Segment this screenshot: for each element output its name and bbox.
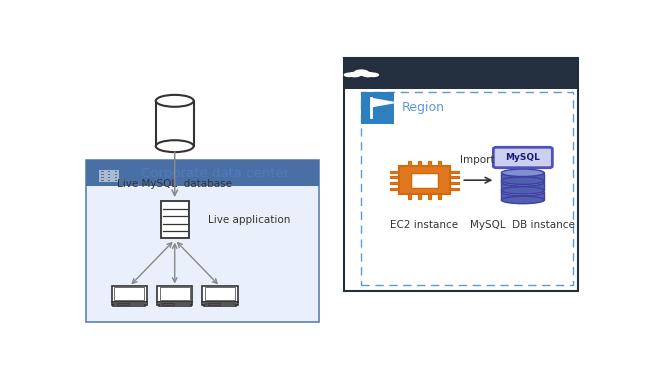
Bar: [408, 161, 411, 166]
Bar: [450, 182, 459, 184]
Text: AWS Cloud: AWS Cloud: [430, 67, 505, 81]
Ellipse shape: [501, 177, 544, 184]
Bar: [101, 180, 104, 181]
Bar: [408, 194, 411, 199]
Text: MySQL: MySQL: [505, 153, 540, 162]
Ellipse shape: [348, 72, 361, 77]
Bar: [157, 302, 193, 305]
Bar: [101, 174, 104, 175]
Bar: [115, 177, 117, 178]
Bar: [428, 161, 431, 166]
Bar: [161, 201, 189, 238]
Bar: [202, 286, 238, 302]
Bar: [117, 303, 129, 305]
Bar: [112, 286, 147, 302]
Bar: [115, 174, 117, 175]
Bar: [450, 176, 459, 178]
FancyBboxPatch shape: [361, 92, 395, 124]
Bar: [157, 286, 193, 302]
Bar: [108, 177, 111, 178]
Bar: [501, 192, 544, 200]
Bar: [411, 173, 437, 188]
FancyBboxPatch shape: [493, 147, 552, 168]
Bar: [114, 287, 145, 300]
Text: Live application: Live application: [208, 215, 290, 225]
Bar: [450, 188, 459, 190]
Bar: [438, 161, 441, 166]
Bar: [390, 171, 399, 173]
Bar: [113, 304, 145, 307]
Text: Corporate data center: Corporate data center: [141, 167, 289, 180]
Bar: [204, 304, 236, 307]
Bar: [501, 183, 544, 190]
Bar: [399, 166, 450, 194]
Bar: [418, 194, 421, 199]
FancyBboxPatch shape: [344, 59, 578, 89]
Bar: [390, 182, 399, 184]
Bar: [159, 304, 191, 307]
Bar: [162, 303, 174, 305]
Bar: [112, 302, 147, 305]
Ellipse shape: [156, 140, 193, 152]
Ellipse shape: [368, 72, 379, 77]
Ellipse shape: [344, 72, 355, 77]
Bar: [115, 180, 117, 181]
Bar: [205, 287, 235, 300]
Text: MySQL  DB instance: MySQL DB instance: [471, 220, 575, 230]
Text: EC2 instance: EC2 instance: [391, 220, 458, 230]
Bar: [108, 171, 111, 172]
Ellipse shape: [501, 188, 544, 196]
Ellipse shape: [501, 179, 544, 186]
Bar: [390, 188, 399, 190]
Bar: [202, 302, 238, 305]
FancyBboxPatch shape: [87, 160, 318, 322]
Ellipse shape: [156, 95, 193, 107]
Ellipse shape: [501, 169, 544, 177]
Text: Region: Region: [402, 102, 445, 114]
Bar: [99, 170, 119, 182]
Bar: [159, 287, 190, 300]
Polygon shape: [372, 99, 395, 107]
Text: Live MySQL  database: Live MySQL database: [117, 179, 232, 189]
Bar: [115, 171, 117, 172]
Bar: [101, 171, 104, 172]
Bar: [450, 171, 459, 173]
Text: Import: Import: [460, 155, 495, 164]
Bar: [428, 194, 431, 199]
Ellipse shape: [501, 196, 544, 204]
Bar: [156, 101, 193, 146]
Bar: [390, 176, 399, 178]
Ellipse shape: [361, 72, 375, 77]
FancyBboxPatch shape: [361, 92, 574, 285]
Bar: [208, 303, 220, 305]
Bar: [438, 194, 441, 199]
Ellipse shape: [501, 187, 544, 194]
Bar: [108, 180, 111, 181]
Bar: [418, 161, 421, 166]
Ellipse shape: [156, 95, 193, 107]
FancyBboxPatch shape: [87, 160, 318, 186]
FancyBboxPatch shape: [344, 59, 578, 291]
Ellipse shape: [353, 70, 369, 76]
Bar: [501, 173, 544, 181]
Bar: [101, 177, 104, 178]
Bar: [108, 174, 111, 175]
